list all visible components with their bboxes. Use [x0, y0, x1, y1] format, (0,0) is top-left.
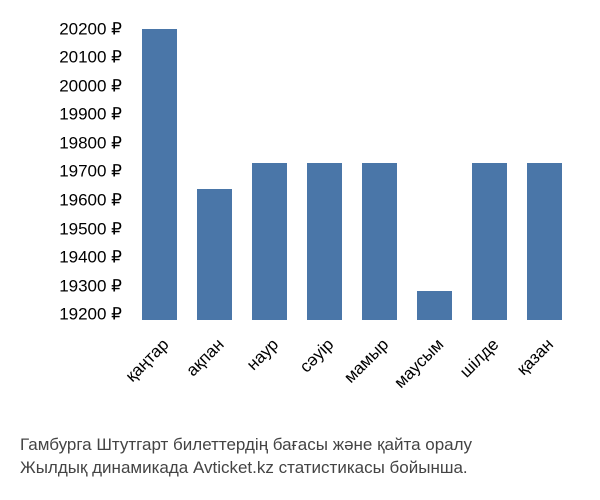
- y-axis: 19200 ₽ 19300 ₽ 19400 ₽ 19500 ₽ 19600 ₽ 19700…: [20, 20, 130, 320]
- x-tick-label: маусым: [391, 335, 447, 391]
- chart-container: 19200 ₽ 19300 ₽ 19400 ₽ 19500 ₽ 19600 ₽ 19700…: [20, 20, 580, 360]
- y-tick-label: 19400 ₽: [59, 249, 122, 266]
- x-tick-label: мамыр: [341, 335, 392, 386]
- bar: [252, 163, 286, 320]
- x-axis-labels: қаңтарақпаннаурсәуірмамырмаусымшілдеқаза…: [132, 328, 572, 448]
- bar: [142, 29, 176, 320]
- y-tick-label: 20000 ₽: [59, 77, 122, 94]
- chart-caption: Гамбурга Штутгарт билеттердің бағасы жән…: [20, 434, 580, 480]
- plot-area: [132, 20, 572, 320]
- y-tick-label: 19700 ₽: [59, 163, 122, 180]
- y-tick-label: 20100 ₽: [59, 49, 122, 66]
- y-tick-label: 19800 ₽: [59, 134, 122, 151]
- y-tick-label: 19200 ₽: [59, 306, 122, 323]
- bar: [197, 189, 231, 320]
- x-tick-label: қазан: [514, 335, 557, 378]
- y-tick-label: 19300 ₽: [59, 277, 122, 294]
- y-tick-label: 19600 ₽: [59, 192, 122, 209]
- caption-line-2: Жылдық динамикада Avticket.kz статистика…: [20, 457, 580, 480]
- bar: [307, 163, 341, 320]
- x-tick-label: ақпан: [183, 335, 227, 379]
- bar: [527, 163, 561, 320]
- x-tick-label: шілде: [456, 335, 501, 380]
- y-tick-label: 19500 ₽: [59, 220, 122, 237]
- y-tick-label: 19900 ₽: [59, 106, 122, 123]
- x-tick-label: қаңтар: [122, 335, 171, 384]
- bar: [472, 163, 506, 320]
- caption-line-1: Гамбурга Штутгарт билеттердің бағасы жән…: [20, 434, 580, 457]
- x-tick-label: наур: [244, 335, 282, 373]
- y-tick-label: 20200 ₽: [59, 20, 122, 37]
- x-tick-label: сәуір: [296, 335, 336, 375]
- bar: [362, 163, 396, 320]
- bar: [417, 291, 451, 320]
